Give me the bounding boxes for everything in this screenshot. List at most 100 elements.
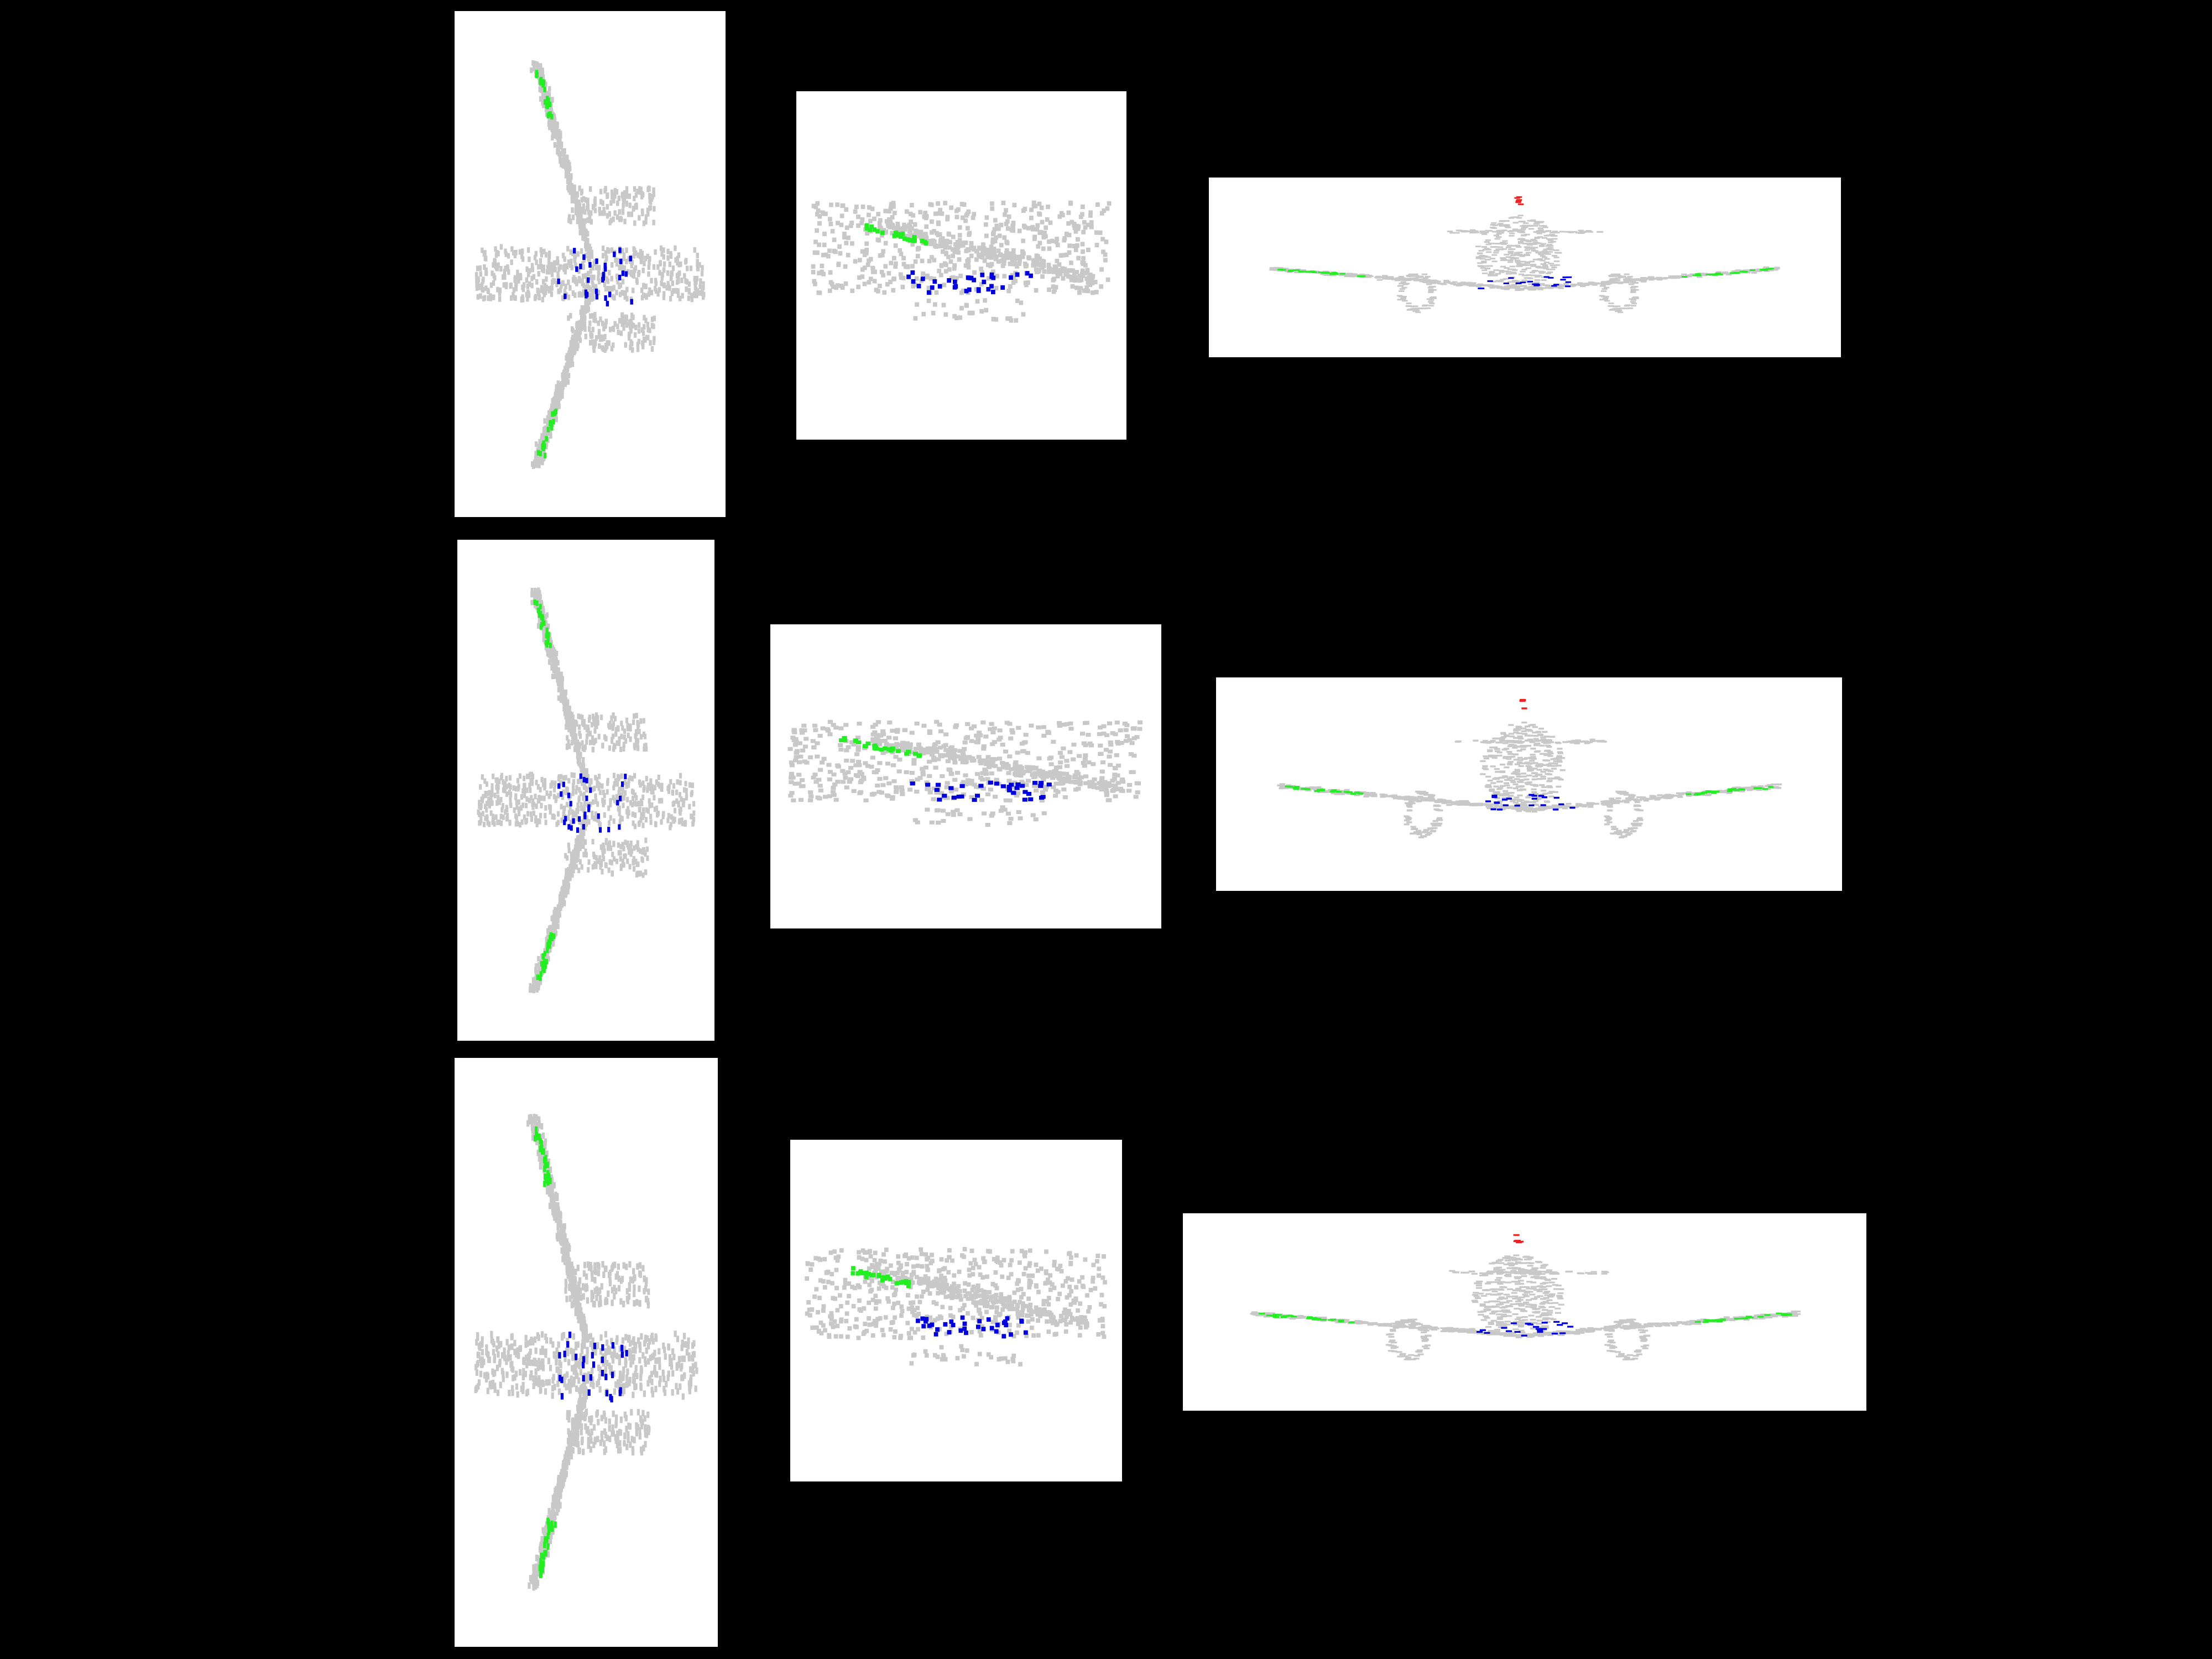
base-point xyxy=(562,806,566,812)
base-point xyxy=(550,108,554,114)
base-point xyxy=(556,121,559,127)
base-point xyxy=(627,335,631,341)
base-point xyxy=(860,274,865,279)
base-point xyxy=(1444,280,1451,283)
base-point xyxy=(1473,231,1479,233)
base-point xyxy=(1048,220,1053,225)
wingtip-point xyxy=(1749,269,1756,271)
base-point xyxy=(677,252,681,258)
base-point xyxy=(1493,243,1499,244)
base-point xyxy=(557,774,561,780)
base-point xyxy=(555,821,559,827)
base-point xyxy=(573,292,577,298)
fuselage-point xyxy=(1564,285,1571,288)
base-point xyxy=(575,789,578,795)
base-point xyxy=(597,333,601,340)
base-point xyxy=(628,193,632,199)
base-point xyxy=(552,667,555,674)
base-point xyxy=(815,201,820,206)
base-point xyxy=(1485,258,1491,260)
base-point xyxy=(633,773,637,779)
base-point xyxy=(1536,274,1542,276)
base-point xyxy=(1396,295,1403,297)
base-point xyxy=(641,340,645,346)
base-point xyxy=(1485,256,1491,258)
base-point xyxy=(1508,217,1514,219)
base-point xyxy=(1089,224,1094,229)
base-point xyxy=(679,780,682,786)
base-point xyxy=(582,273,585,279)
base-point xyxy=(909,219,913,225)
base-point xyxy=(551,654,555,660)
base-point xyxy=(1612,305,1619,307)
base-point xyxy=(1495,231,1502,233)
wingtip-point xyxy=(1318,271,1324,273)
base-point xyxy=(636,189,639,195)
base-point xyxy=(492,262,495,268)
base-point xyxy=(854,204,859,210)
base-point xyxy=(572,773,576,779)
base-point xyxy=(677,262,681,268)
base-point xyxy=(1511,284,1517,286)
base-point xyxy=(571,809,574,815)
base-point xyxy=(1428,301,1434,303)
base-point xyxy=(844,241,849,246)
base-point xyxy=(604,255,608,262)
base-point xyxy=(693,247,696,253)
base-point xyxy=(528,281,531,287)
base-point xyxy=(596,801,599,807)
base-point xyxy=(518,249,522,255)
base-point xyxy=(992,227,997,232)
base-point xyxy=(605,285,609,291)
base-point xyxy=(1668,275,1674,277)
base-point xyxy=(1771,267,1777,269)
base-point xyxy=(537,587,540,593)
base-point xyxy=(536,798,540,804)
base-point xyxy=(1630,289,1636,291)
base-point xyxy=(890,231,895,236)
base-point xyxy=(666,270,670,276)
base-point xyxy=(482,287,485,293)
base-point xyxy=(1469,284,1475,286)
base-point xyxy=(1520,285,1526,287)
base-point xyxy=(591,282,594,288)
base-point xyxy=(1639,278,1645,280)
base-point xyxy=(1752,269,1759,272)
base-point xyxy=(873,269,877,274)
base-point xyxy=(623,190,627,196)
base-point xyxy=(1035,257,1040,263)
base-point xyxy=(876,212,881,217)
base-point xyxy=(652,220,655,226)
base-point xyxy=(700,270,704,276)
base-point xyxy=(534,294,538,300)
base-point xyxy=(990,269,995,274)
base-point xyxy=(576,748,579,754)
base-point xyxy=(591,265,594,271)
base-point xyxy=(1515,285,1521,288)
base-point xyxy=(534,460,538,466)
wingtip-point xyxy=(880,230,885,235)
base-point xyxy=(638,801,641,806)
base-point xyxy=(505,775,508,781)
base-point xyxy=(1486,251,1492,253)
base-point xyxy=(534,818,538,824)
base-point xyxy=(1004,251,1009,256)
base-point xyxy=(498,290,502,296)
base-point xyxy=(540,802,543,808)
base-point xyxy=(630,312,634,319)
base-point xyxy=(506,264,509,270)
base-point xyxy=(578,337,582,343)
base-point xyxy=(522,282,526,288)
base-point xyxy=(1487,265,1493,267)
base-point xyxy=(554,267,557,273)
base-point xyxy=(1540,271,1546,273)
base-point xyxy=(512,785,515,791)
base-point xyxy=(882,290,887,295)
base-point xyxy=(644,255,648,262)
base-point xyxy=(1429,302,1435,305)
base-point xyxy=(1624,273,1630,275)
base-point xyxy=(539,63,542,69)
base-point xyxy=(551,398,554,404)
base-point xyxy=(909,202,914,208)
base-point xyxy=(1600,285,1606,287)
